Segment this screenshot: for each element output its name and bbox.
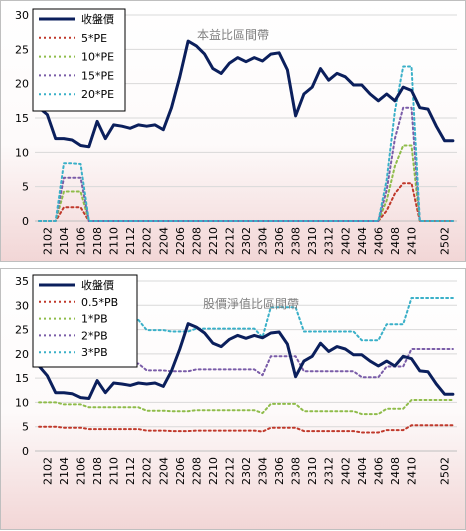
y-tick-label: 0 xyxy=(22,445,29,458)
x-tick-label: 2404 xyxy=(356,227,369,255)
x-tick-label: 2204 xyxy=(157,457,170,485)
series-line xyxy=(38,144,454,222)
y-tick-label: 0 xyxy=(22,215,29,228)
series-line xyxy=(38,65,454,222)
series-line xyxy=(38,182,454,222)
series-line xyxy=(37,39,455,149)
x-tick-label: 2112 xyxy=(124,457,137,485)
x-tick-label: 2102 xyxy=(41,457,54,485)
x-tick-label: 2210 xyxy=(207,457,220,485)
x-tick-label: 2408 xyxy=(389,227,402,255)
x-tick-label: 2212 xyxy=(223,227,236,255)
x-tick-label: 2208 xyxy=(190,227,203,255)
series-line xyxy=(37,322,455,400)
x-tick-label: 2202 xyxy=(141,227,154,255)
legend-label: 0.5*PB xyxy=(81,296,118,309)
x-tick-label: 2106 xyxy=(75,457,88,485)
legend-label: 1*PB xyxy=(81,313,108,326)
legend-label: 收盤價 xyxy=(81,12,114,26)
x-tick-label: 2212 xyxy=(223,457,236,485)
x-tick-label: 2502 xyxy=(439,227,452,255)
x-tick-label: 2206 xyxy=(174,457,187,485)
y-tick-label: 20 xyxy=(15,348,29,361)
x-tick-label: 2306 xyxy=(273,457,286,485)
y-tick-label: 20 xyxy=(15,78,29,91)
x-tick-label: 2210 xyxy=(207,227,220,255)
x-tick-label: 2306 xyxy=(273,227,286,255)
pe-band-chart-panel: 0 5 10 15 20 25 30 2102 2104 2106 2108 2110 2112 2202… xyxy=(0,0,466,262)
legend-box xyxy=(32,8,126,112)
x-tick-label: 2312 xyxy=(323,227,336,255)
y-tick-label: 25 xyxy=(15,43,29,56)
x-tick-label: 2312 xyxy=(323,457,336,485)
y-tick-label: 10 xyxy=(15,146,29,159)
x-tick-label: 2304 xyxy=(257,457,270,485)
x-tick-label: 2410 xyxy=(405,457,418,485)
x-tick-label: 2108 xyxy=(91,227,104,255)
series-line xyxy=(38,424,454,434)
x-tick-label: 2406 xyxy=(372,457,385,485)
x-tick-label: 2402 xyxy=(339,457,352,485)
x-tick-label: 2110 xyxy=(108,227,121,255)
y-tick-label: 5 xyxy=(22,181,29,194)
x-tick-label: 2110 xyxy=(108,457,121,485)
x-tick-label: 2404 xyxy=(356,457,369,485)
legend-label: 收盤價 xyxy=(81,278,114,292)
x-tick-label: 2308 xyxy=(290,457,303,485)
y-tick-label: 15 xyxy=(15,112,29,125)
x-tick-label: 2108 xyxy=(91,457,104,485)
chart-title: 股價淨值比區間帶 xyxy=(203,296,299,311)
x-tick-label: 2310 xyxy=(306,457,319,485)
y-tick-label: 10 xyxy=(15,396,29,409)
y-tick-label: 25 xyxy=(15,324,29,337)
x-tick-label: 2308 xyxy=(290,227,303,255)
x-tick-label: 2104 xyxy=(58,457,71,485)
y-tick-label: 30 xyxy=(15,9,29,22)
x-tick-label: 2106 xyxy=(75,227,88,255)
x-tick-label: 2208 xyxy=(190,457,203,485)
y-tick-label: 15 xyxy=(15,372,29,385)
x-tick-label: 2112 xyxy=(124,227,137,255)
x-tick-label: 2104 xyxy=(58,227,71,255)
x-tick-label: 2204 xyxy=(157,227,170,255)
x-tick-label: 2502 xyxy=(439,457,452,485)
y-tick-label: 30 xyxy=(15,299,29,312)
x-tick-label: 2410 xyxy=(405,227,418,255)
legend-label: 3*PB xyxy=(81,346,108,359)
series-line xyxy=(38,399,454,416)
y-tick-label: 35 xyxy=(15,275,29,288)
legend-label: 2*PB xyxy=(81,329,108,342)
legend-label: 10*PE xyxy=(81,51,114,64)
x-tick-label: 2202 xyxy=(141,457,154,485)
x-tick-label: 2206 xyxy=(174,227,187,255)
pb-band-chart-panel: 0 5 10 15 20 25 30 35 2102 2104 2106 2108 2110 2112 22… xyxy=(0,268,466,530)
legend-label: 5*PE xyxy=(81,32,107,45)
x-tick-label: 2406 xyxy=(372,227,385,255)
x-tick-label: 2302 xyxy=(240,457,253,485)
legend-label: 20*PE xyxy=(81,88,114,101)
x-tick-label: 2408 xyxy=(389,457,402,485)
chart-title: 本益比區間帶 xyxy=(197,28,269,42)
x-tick-label: 2402 xyxy=(339,227,352,255)
legend-label: 15*PE xyxy=(81,69,114,82)
x-tick-label: 2304 xyxy=(257,227,270,255)
x-tick-label: 2102 xyxy=(41,227,54,255)
x-tick-label: 2302 xyxy=(240,227,253,255)
x-tick-label: 2310 xyxy=(306,227,319,255)
y-tick-label: 5 xyxy=(22,421,29,434)
series-line xyxy=(38,106,454,222)
